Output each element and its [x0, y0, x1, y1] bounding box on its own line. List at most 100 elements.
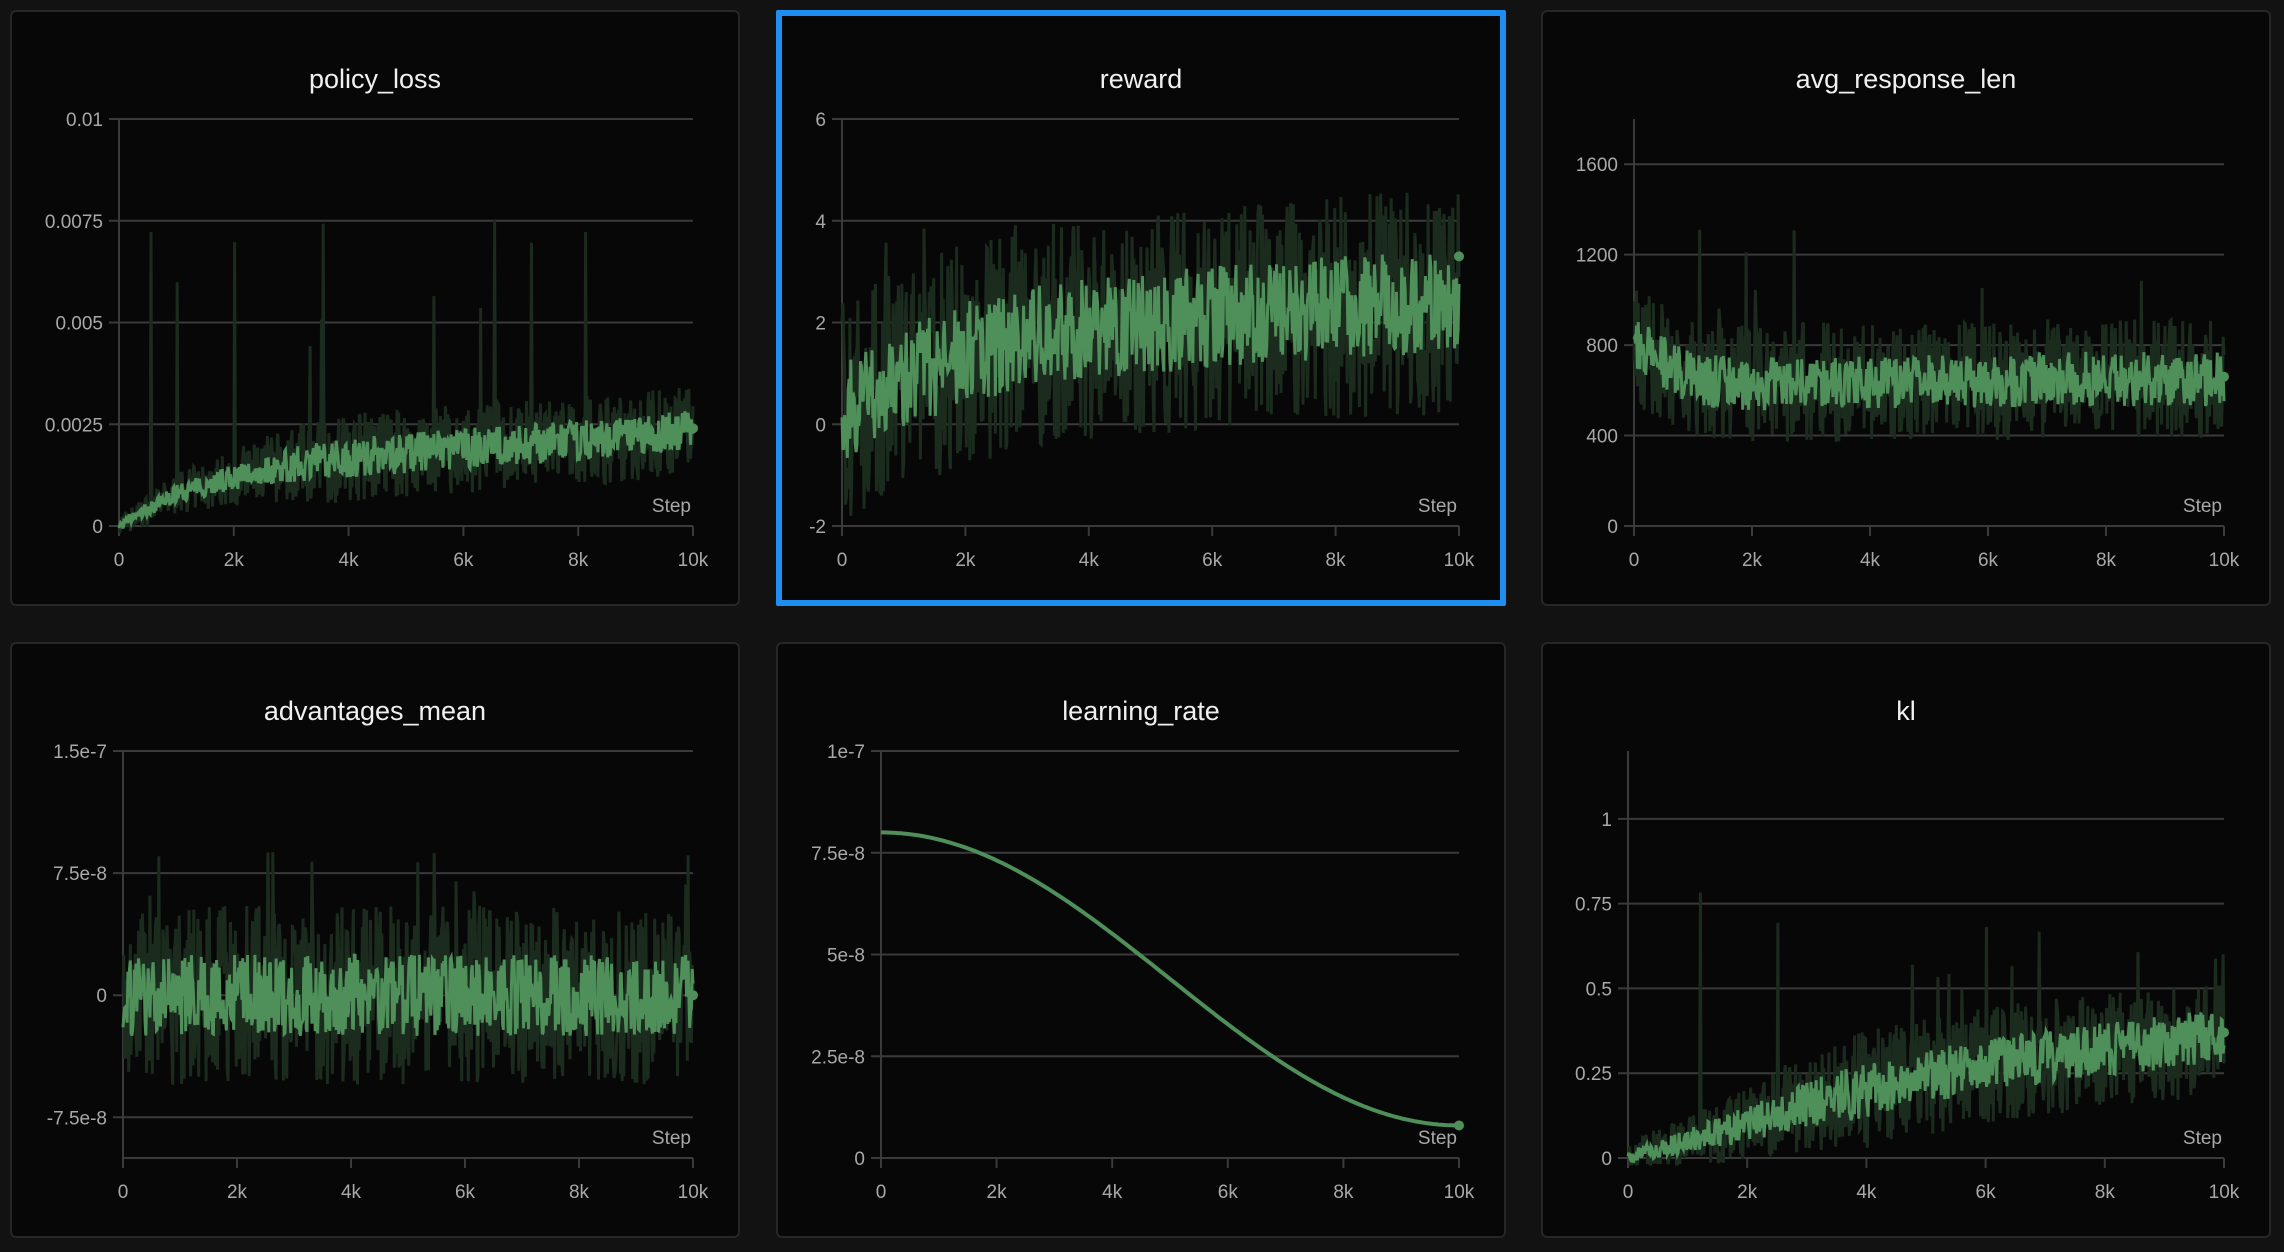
- smoothed-series-line: [840, 254, 1461, 458]
- chart-title: reward: [1099, 64, 1183, 94]
- raw-series-line: [1632, 229, 2226, 442]
- x-tick-label: 8k: [569, 1182, 590, 1203]
- chart-plot: -7.5e-8 0 7.5e-8 1.5e-7 0 2k 4k 6k 8k 10k Step: [47, 742, 709, 1203]
- x-axis-label: Step: [2183, 1128, 2222, 1149]
- chart-plot: 0 0.25 0.5 0.75 1 0 2k 4k 6k 8k 10k Step: [1575, 751, 2240, 1203]
- y-tick-label: 0.75: [1575, 895, 1612, 916]
- x-tick-label: 2k: [1737, 1182, 1758, 1203]
- chart-panel-advantages-mean[interactable]: advantages_mean -7.5e-8 0 7.5e-8 1.5e-7 0 2k 4k…: [10, 642, 740, 1238]
- smoothed-series-line: [117, 411, 695, 529]
- y-tick-label: 0: [815, 415, 826, 436]
- y-tick-label: 4: [815, 212, 826, 233]
- x-axis-label: Step: [652, 496, 691, 517]
- last-value-marker: [1454, 251, 1464, 262]
- x-tick-label: 0: [114, 550, 125, 571]
- x-tick-label: 8k: [2095, 1182, 2116, 1203]
- x-tick-label: 10k: [1444, 550, 1475, 571]
- chart-panel-kl[interactable]: kl 0 0.25 0.5 0.75 1 0 2k 4k 6k 8k 10k Step: [1541, 642, 2271, 1238]
- chart-title: kl: [1896, 696, 1916, 726]
- x-tick-label: 2k: [987, 1182, 1008, 1203]
- x-tick-label: 10k: [678, 550, 709, 571]
- x-tick-label: 10k: [678, 1182, 709, 1203]
- y-tick-label: 2.5e-8: [811, 1047, 865, 1068]
- y-tick-label: 0: [1607, 517, 1618, 538]
- x-tick-label: 8k: [1333, 1182, 1354, 1203]
- x-tick-label: 10k: [2209, 550, 2240, 571]
- y-tick-label: 0.005: [55, 314, 103, 335]
- x-tick-label: 4k: [1856, 1182, 1877, 1203]
- y-tick-label: 0: [96, 986, 107, 1007]
- last-value-marker: [2219, 1027, 2229, 1038]
- x-tick-label: 2k: [227, 1182, 248, 1203]
- last-value-marker: [688, 990, 698, 1001]
- chart-plot: 0 400 800 1200 1600 0 2k 4k 6k 8k 10k Step: [1576, 119, 2240, 571]
- y-tick-label: 0.5: [1586, 979, 1612, 1000]
- x-axis-label: Step: [2183, 496, 2222, 517]
- x-tick-label: 0: [1623, 1182, 1634, 1203]
- x-tick-label: 2k: [1742, 550, 1763, 571]
- x-tick-label: 6k: [1976, 1182, 1997, 1203]
- x-tick-label: 2k: [224, 550, 245, 571]
- y-tick-label: 400: [1586, 427, 1618, 448]
- x-tick-label: 0: [1629, 550, 1640, 571]
- chart-plot: -2 0 2 4 6 0 2k 4k 6k 8k 10k Step: [809, 110, 1475, 571]
- x-tick-label: 0: [837, 550, 848, 571]
- y-tick-label: 1: [1601, 810, 1612, 831]
- x-tick-label: 6k: [453, 550, 474, 571]
- smoothed-series-line: [1632, 322, 2226, 411]
- chart-panel-learning-rate[interactable]: learning_rate 0 2.5e-8 5e-8 7.5e-8 1e-7 0 2k 4k 6…: [776, 642, 1506, 1238]
- y-tick-label: -7.5e-8: [47, 1108, 107, 1129]
- x-tick-label: 10k: [1444, 1182, 1475, 1203]
- chart-plot: 0 2.5e-8 5e-8 7.5e-8 1e-7 0 2k 4k 6k 8k 10k Step: [811, 742, 1475, 1203]
- chart-panel-reward[interactable]: reward -2 0 2 4 6 0 2k 4k 6k 8k 10k Step: [776, 10, 1506, 606]
- y-tick-label: 1.5e-7: [53, 742, 107, 763]
- y-tick-label: 7.5e-8: [811, 844, 865, 865]
- y-tick-label: 7.5e-8: [53, 864, 107, 885]
- chart-title: learning_rate: [1062, 696, 1220, 726]
- y-tick-label: 1600: [1576, 155, 1618, 176]
- x-tick-label: 4k: [1860, 550, 1881, 571]
- y-tick-label: 0: [1601, 1149, 1612, 1170]
- x-tick-label: 8k: [2096, 550, 2117, 571]
- y-tick-label: 1e-7: [827, 742, 865, 763]
- y-tick-label: -2: [809, 517, 826, 538]
- x-tick-label: 0: [118, 1182, 129, 1203]
- y-tick-label: 0: [854, 1149, 865, 1170]
- chart-plot: 0 0.0025 0.005 0.0075 0.01 0 2k 4k 6k 8k 10k Step: [45, 110, 709, 571]
- y-tick-label: 0.25: [1575, 1064, 1612, 1085]
- smoothed-series-line: [1626, 1012, 2226, 1164]
- y-tick-label: 0.0025: [45, 415, 103, 436]
- y-tick-label: 0.0075: [45, 212, 103, 233]
- y-tick-label: 2: [815, 314, 826, 335]
- x-tick-label: 4k: [339, 550, 360, 571]
- x-tick-label: 4k: [341, 1182, 362, 1203]
- y-tick-label: 5e-8: [827, 946, 865, 967]
- x-axis-label: Step: [1418, 496, 1457, 517]
- x-tick-label: 2k: [955, 550, 976, 571]
- x-axis-label: Step: [1418, 1128, 1457, 1149]
- last-value-marker: [2219, 371, 2229, 382]
- x-axis-label: Step: [652, 1128, 691, 1149]
- x-tick-label: 0: [876, 1182, 887, 1203]
- chart-title: avg_response_len: [1795, 64, 2017, 94]
- y-tick-label: 0: [92, 517, 103, 538]
- x-tick-label: 6k: [1202, 550, 1223, 571]
- y-tick-label: 800: [1586, 336, 1618, 357]
- x-tick-label: 8k: [1326, 550, 1347, 571]
- x-tick-label: 4k: [1079, 550, 1100, 571]
- chart-title: policy_loss: [308, 64, 442, 94]
- x-tick-label: 8k: [568, 550, 589, 571]
- x-tick-label: 6k: [1218, 1182, 1239, 1203]
- last-value-marker: [688, 423, 698, 434]
- chart-title: advantages_mean: [263, 696, 487, 726]
- x-tick-label: 6k: [455, 1182, 476, 1203]
- chart-panel-avg-response-len[interactable]: avg_response_len 0 400 800 1200 1600 0 2k 4k 6k 8k…: [1541, 10, 2271, 606]
- y-tick-label: 1200: [1576, 246, 1618, 267]
- x-tick-label: 6k: [1978, 550, 1999, 571]
- x-tick-label: 4k: [1102, 1182, 1123, 1203]
- y-tick-label: 6: [815, 110, 826, 131]
- smoothed-series-line: [121, 951, 695, 1038]
- series-line: [881, 830, 1459, 1128]
- chart-panel-policy-loss[interactable]: policy_loss 0 0.0025 0.005 0.0075 0.01 0 2k 4k 6k…: [10, 10, 740, 606]
- x-tick-label: 10k: [2209, 1182, 2240, 1203]
